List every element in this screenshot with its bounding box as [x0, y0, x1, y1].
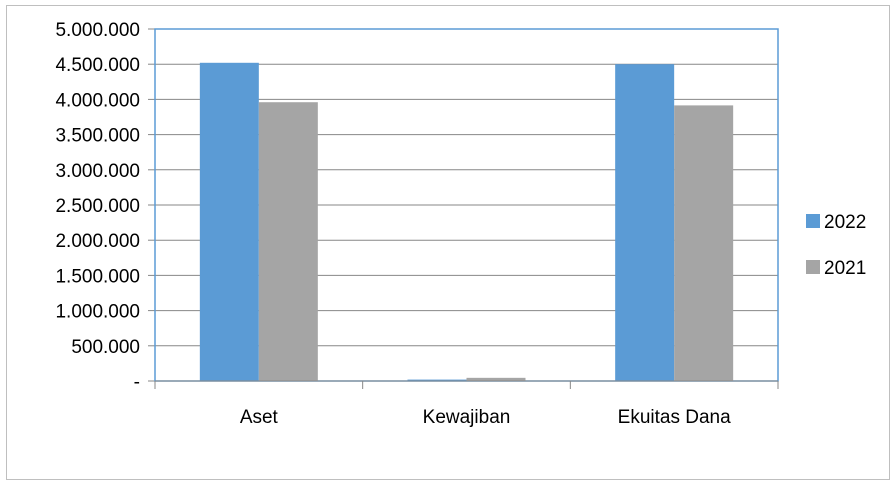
y-tick-label: 500.000	[71, 337, 140, 358]
bar-2022-kewajiban	[407, 379, 467, 381]
y-tick-label: -	[134, 372, 140, 393]
y-tick-label: 3.000.000	[55, 161, 140, 182]
bar-2021-kewajiban	[466, 377, 526, 381]
chart-frame	[6, 5, 890, 480]
y-tick-label: 2.000.000	[55, 231, 140, 252]
y-tick-label: 3.500.000	[55, 126, 140, 147]
x-category-label: Ekuitas Dana	[618, 407, 731, 428]
y-tick-label: 4.500.000	[55, 55, 140, 76]
y-tick-label: 1.000.000	[55, 302, 140, 323]
bar-2021-aset	[258, 102, 318, 381]
y-tick-label: 1.500.000	[55, 266, 140, 287]
legend-swatch-2022	[806, 214, 820, 228]
y-tick-label: 5.000.000	[55, 20, 140, 41]
legend-swatch-2021	[806, 260, 820, 274]
x-category-label: Aset	[240, 407, 279, 428]
legend-label: 2021	[824, 258, 866, 279]
bar-2022-ekuitas-dana	[615, 64, 675, 381]
bar-2022-aset	[199, 62, 259, 382]
y-tick-label: 4.000.000	[55, 90, 140, 111]
y-tick-label: 2.500.000	[55, 196, 140, 217]
legend-label: 2022	[824, 212, 866, 233]
bar-2021-ekuitas-dana	[674, 105, 734, 381]
x-category-label: Kewajiban	[423, 407, 511, 428]
